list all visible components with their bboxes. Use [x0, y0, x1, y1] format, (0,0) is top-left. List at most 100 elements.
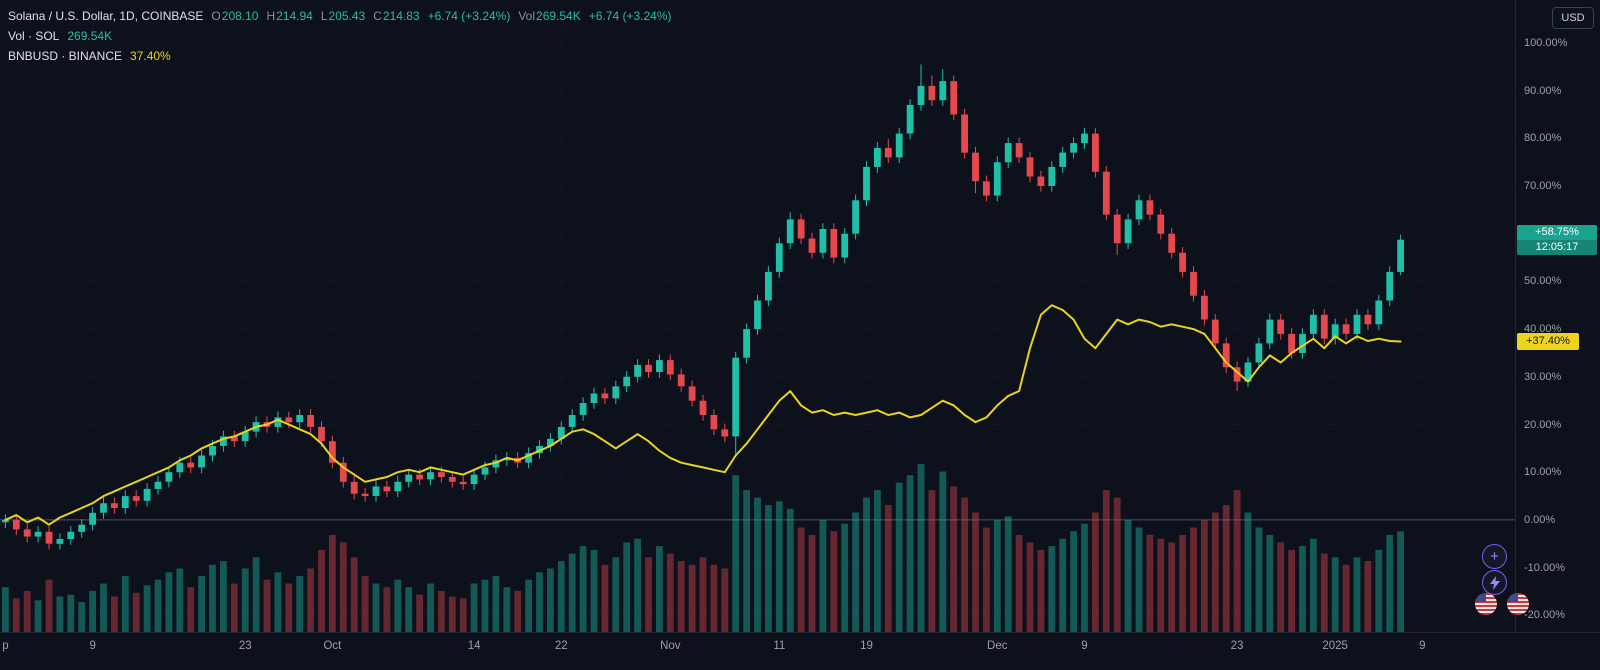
volume-bar [372, 583, 380, 632]
comparison-row-label: BNBUSD · BINANCE [8, 49, 123, 63]
candle-body [547, 438, 554, 446]
candle-body [568, 415, 576, 427]
candle-body [427, 472, 434, 480]
time-tick-label: Nov [660, 640, 681, 652]
candle-body [481, 467, 489, 475]
volume-bar [972, 512, 979, 632]
candle-body [220, 436, 227, 446]
volume-bar [1320, 553, 1328, 632]
price-axis[interactable]: +58.75% 12:05:17 +37.40% 100.00% 90.00% 80… [1515, 0, 1600, 632]
volume-bar [198, 576, 205, 632]
volume-row-value: 269.54K [67, 29, 113, 43]
volume-bar [1102, 490, 1110, 632]
candle-body [1310, 314, 1317, 334]
candle-body [950, 81, 958, 115]
candle-body [45, 531, 53, 544]
time-tick-label: 14 [467, 640, 481, 652]
volume-bar [1048, 546, 1056, 632]
volume-bar [1059, 538, 1067, 632]
volume-bar [601, 564, 609, 632]
change-secondary: +6.74 (+3.24%) [588, 9, 672, 23]
volume-bar [895, 482, 903, 632]
price-tick-label: 40.00% [1524, 323, 1562, 336]
us-flag-icon[interactable] [1475, 593, 1497, 615]
comparison-legend-row[interactable]: BNBUSD · BINANCE 37.40% [8, 46, 671, 66]
volume-bar [220, 561, 227, 632]
volume-bar [329, 534, 336, 632]
candle-body [416, 474, 423, 480]
candle-body [590, 393, 598, 403]
trade-target-button[interactable]: + [1482, 544, 1507, 569]
volume-bar [710, 564, 718, 632]
time-tick-label: Dec [987, 640, 1008, 652]
candle-body [917, 85, 925, 105]
candle-body [12, 519, 20, 530]
time-axis[interactable]: p 9 23 Oct 14 22 Nov 11 19 Dec 9 23 2025 9 [0, 632, 1600, 670]
candle-body [863, 166, 870, 201]
volume-bar [884, 505, 892, 632]
candle-body [972, 152, 979, 182]
volume-bar [1397, 531, 1404, 632]
candle-body [56, 539, 64, 544]
us-flag-icon[interactable] [1507, 593, 1529, 615]
candle-body [1288, 333, 1295, 353]
volume-bar [514, 590, 522, 632]
candle-body [677, 374, 685, 387]
volume-bar [1288, 549, 1295, 632]
chart-svg [0, 0, 1515, 632]
price-tick-label: 20.00% [1524, 418, 1562, 431]
candle-body [1386, 271, 1394, 301]
sol-countdown: 12:05:17 [1517, 239, 1597, 255]
candle-body [1201, 295, 1208, 320]
time-tick-label: p [2, 640, 9, 652]
candle-body [525, 453, 532, 463]
candle-body [1070, 143, 1077, 153]
price-tick-label: 100.00% [1524, 36, 1568, 49]
volume-inline: Vol 269.54K [518, 9, 581, 23]
volume-bar [230, 583, 238, 632]
candle-body [1037, 176, 1045, 186]
candle-body [1266, 319, 1274, 344]
volume-bar [394, 579, 402, 632]
candle-body [1102, 171, 1110, 215]
chart-canvas[interactable] [0, 0, 1515, 632]
volume-legend-row[interactable]: Vol · SOL 269.54K [8, 26, 671, 46]
candle-body [307, 415, 314, 427]
symbol-legend-row[interactable]: Solana / U.S. Dollar, 1D, COINBASE O 208.… [8, 6, 671, 26]
symbol-title: Solana / U.S. Dollar, 1D, COINBASE [8, 9, 204, 23]
high-value: H 214.94 [266, 9, 313, 23]
volume-bar [176, 568, 184, 632]
candle-body [579, 403, 587, 415]
candle-body [1146, 200, 1154, 215]
candle-body [1190, 271, 1197, 296]
candle-body [1397, 239, 1404, 272]
price-tick-label: 30.00% [1524, 370, 1562, 383]
candle-body [808, 238, 816, 253]
volume-bar [721, 568, 729, 632]
instant-trading-button[interactable] [1482, 570, 1507, 595]
volume-bar [1386, 534, 1394, 632]
candle-body [699, 400, 707, 415]
candle-body [1026, 157, 1034, 177]
volume-bar [743, 490, 750, 632]
volume-bar [1211, 512, 1219, 632]
candle-body [874, 147, 881, 167]
candle-body [372, 486, 380, 496]
volume-bar [1157, 538, 1165, 632]
candle-body [241, 431, 249, 442]
candle-body [743, 329, 750, 358]
volume-bar [786, 508, 794, 632]
change-value: +6.74 (+3.24%) [427, 9, 511, 23]
volume-bar [1331, 557, 1339, 632]
candle-body [1004, 143, 1012, 163]
candle-body [339, 462, 347, 482]
candle-body [23, 529, 31, 537]
volume-bar [67, 594, 75, 632]
currency-toggle-button[interactable]: USD [1552, 7, 1594, 29]
volume-bar [1190, 527, 1197, 632]
volume-bar [263, 579, 271, 632]
volume-bar [1233, 490, 1241, 632]
price-tick-label: -10.00% [1524, 561, 1565, 574]
candle-body [274, 417, 282, 427]
time-tick-label: 9 [1419, 640, 1426, 652]
